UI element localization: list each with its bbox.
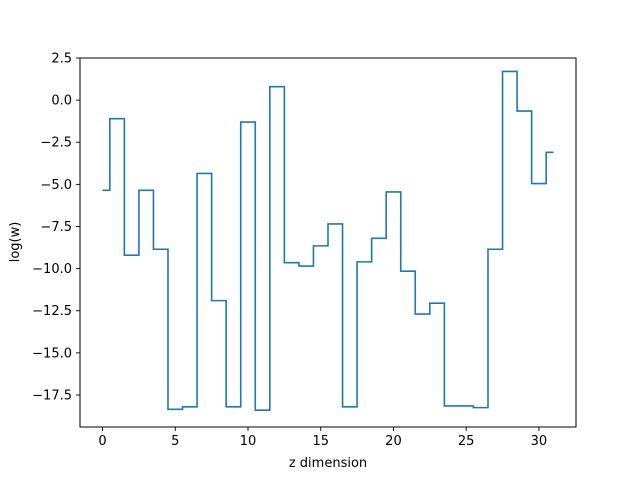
x-tick-label: 15: [312, 434, 329, 449]
x-tick-label: 30: [531, 434, 548, 449]
x-axis-ticks: 0 5 10 15 20 25 30: [98, 427, 547, 449]
series-line-0: [102, 70, 554, 411]
y-axis-ticks: 2.5 0.0 −2.5 −5.0 −7.5 −10.0 −12.5 −15.0 −17.5: [32, 52, 80, 403]
y-tick-label: −2.5: [40, 136, 72, 151]
y-tick-label: −7.5: [40, 220, 72, 235]
y-tick-label: −17.5: [32, 388, 72, 403]
series-layer: [102, 70, 554, 411]
y-tick-label: 0.0: [51, 94, 72, 109]
x-tick-label: 20: [385, 434, 402, 449]
y-tick-label: −15.0: [32, 346, 72, 361]
y-tick-label: −12.5: [32, 304, 72, 319]
x-tick-label: 10: [240, 434, 257, 449]
x-tick-label: 0: [98, 434, 106, 449]
y-tick-label: −10.0: [32, 262, 72, 277]
y-tick-label: −5.0: [40, 178, 72, 193]
y-axis-label: log(w): [8, 222, 23, 263]
x-tick-label: 5: [171, 434, 179, 449]
y-tick-label: 2.5: [51, 52, 72, 67]
x-tick-label: 25: [458, 434, 475, 449]
x-axis-label: z dimension: [289, 456, 367, 471]
